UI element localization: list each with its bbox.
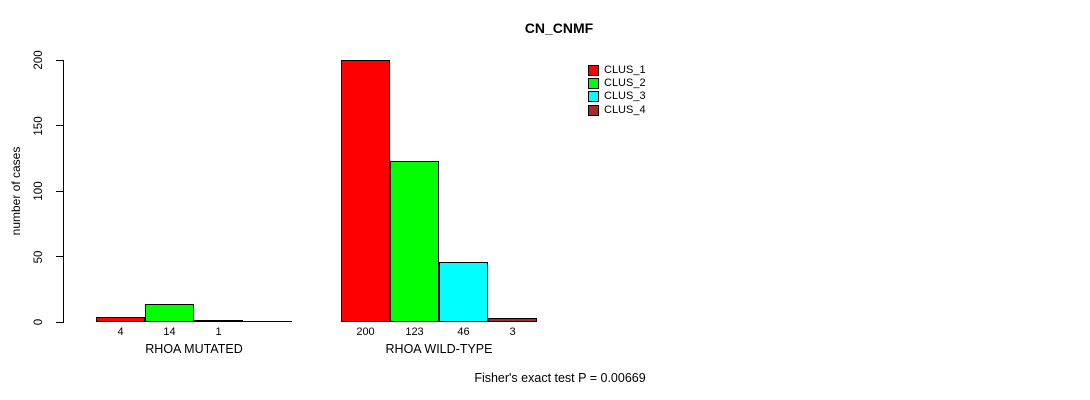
plot-title: CN_CNMF [524,20,594,36]
bar [341,60,390,322]
legend-label: CLUS_3 [604,90,646,103]
y-tick-label: 50 [33,250,45,263]
bar-value-label: 3 [509,326,516,338]
legend-swatch [588,65,599,76]
y-tick [56,190,64,192]
y-tick [56,321,64,323]
y-tick [56,125,64,126]
y-tick-label: 0 [33,318,45,326]
y-tick [56,256,64,257]
group-label: RHOA WILD-TYPE [385,342,493,356]
legend-label: CLUS_1 [604,64,646,76]
bar-value-label: 1 [215,326,222,338]
bar-value-label: 123 [405,326,424,338]
bar [439,262,488,322]
y-tick-label: 100 [33,181,45,201]
group-label: RHOA MUTATED [145,342,243,356]
bar [390,161,439,322]
bar [145,304,194,322]
y-tick-label: 150 [33,115,45,136]
bar [96,317,145,322]
bar-value-label: 46 [457,326,470,338]
legend-swatch [588,91,599,103]
y-axis-title: number of cases [9,146,23,236]
bar-value-label: 200 [356,326,375,338]
bar [194,320,243,322]
y-tick [56,59,64,61]
legend-label: CLUS_4 [604,103,646,116]
legend-swatch [588,78,599,90]
bar-value-label: 4 [117,326,124,338]
annotation: Fisher's exact test P = 0.00669 [474,371,646,385]
y-axis-line [63,60,64,323]
legend-swatch [588,104,599,116]
legend-label: CLUS_2 [604,77,646,90]
bar-value-label: 14 [163,326,176,338]
bar [488,318,537,322]
y-tick-label: 200 [33,50,45,70]
